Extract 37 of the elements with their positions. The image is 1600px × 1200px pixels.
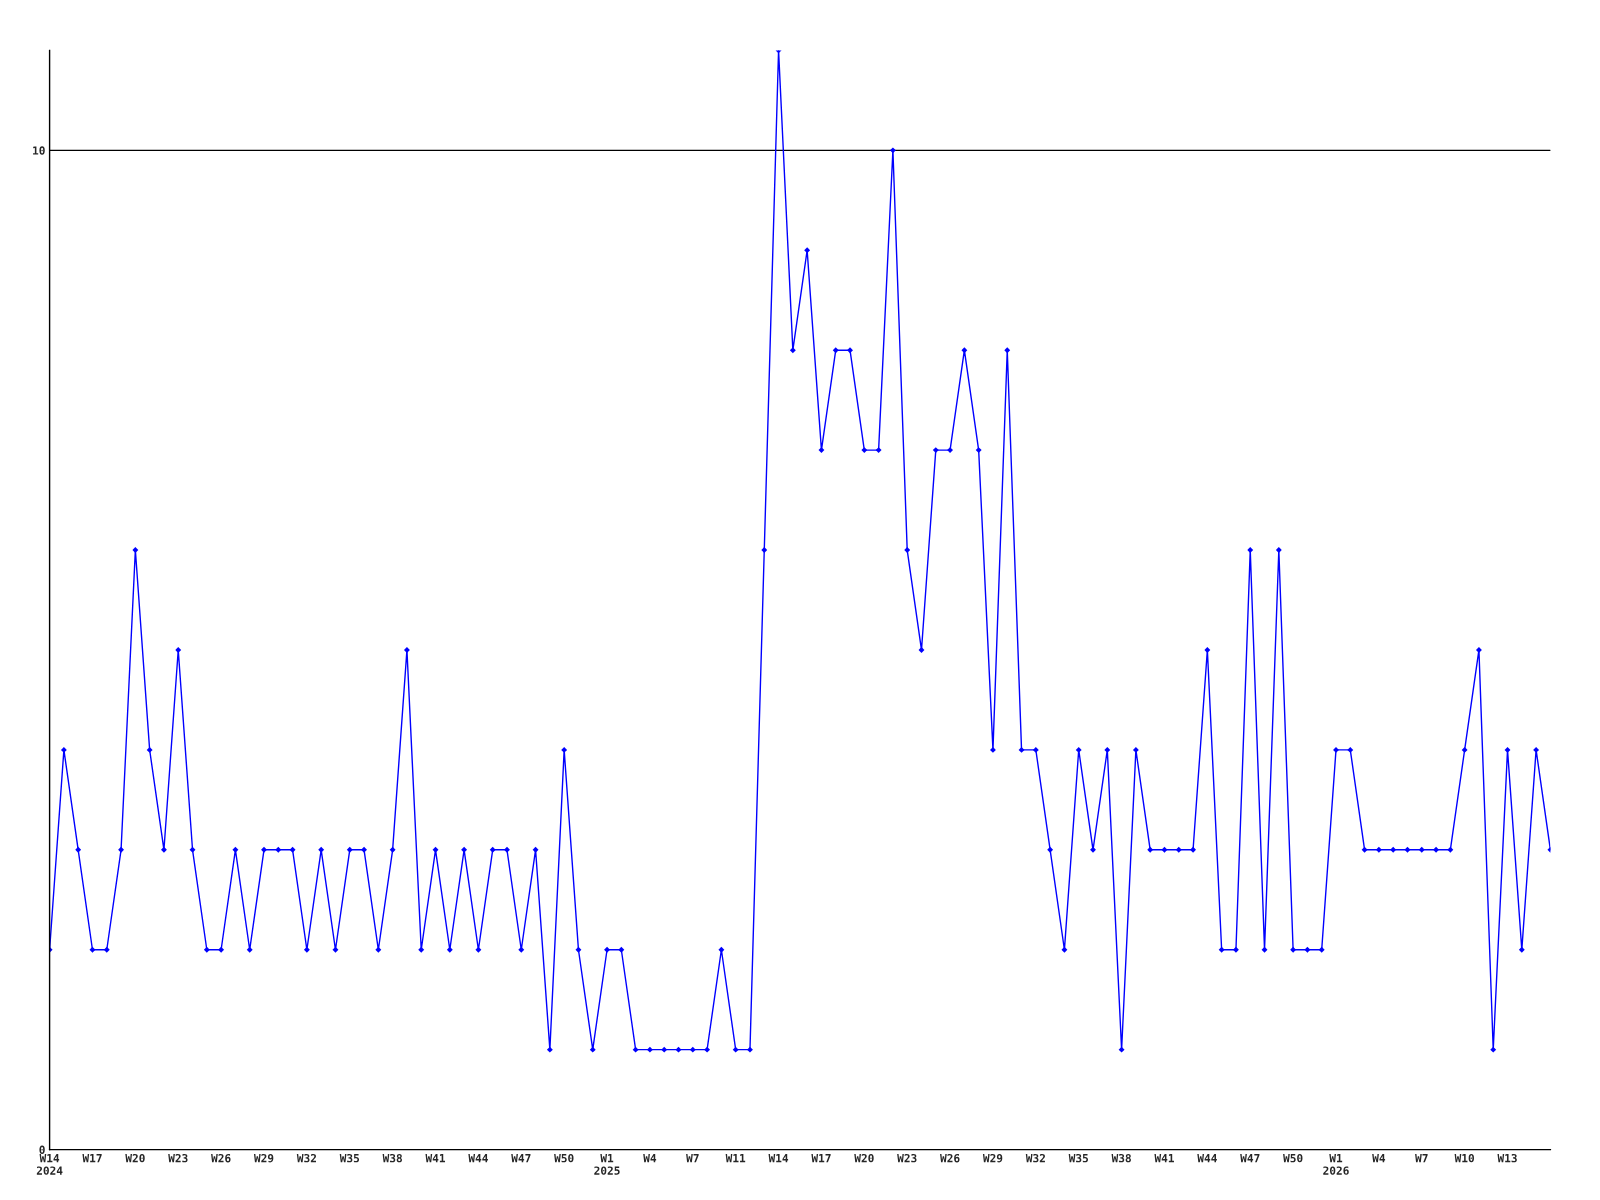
x-tick-label: W17: [82, 1154, 102, 1163]
x-tick-label: W38: [1111, 1153, 1131, 1163]
x-tick-label: W38: [382, 1153, 402, 1163]
y-tick-label: 0: [39, 1145, 45, 1154]
x-tick-label: W35: [339, 1153, 360, 1163]
x-tick-label: W11: [725, 1154, 746, 1163]
x-tick-label: W32: [296, 1153, 316, 1163]
x-tick-label: W1 2025: [594, 1154, 620, 1175]
x-tick-label: W17: [811, 1154, 831, 1163]
x-tick-label: W10: [1454, 1153, 1475, 1163]
x-tick-label: W14 2024: [36, 1154, 63, 1175]
x-tick-label: W29: [253, 1153, 274, 1163]
x-tick-label: W44: [468, 1154, 488, 1163]
x-tick-label: W4: [643, 1154, 657, 1163]
x-tick-label: W41: [1154, 1154, 1174, 1163]
x-tick-label: W47: [511, 1154, 531, 1163]
x-tick-label: W35: [1068, 1153, 1088, 1163]
x-tick-label: W20: [854, 1153, 874, 1163]
x-tick-label: W50: [554, 1153, 574, 1163]
x-tick-label: W41: [425, 1154, 446, 1163]
x-tick-label: W23: [168, 1153, 188, 1163]
x-tick-label: W7: [686, 1154, 699, 1163]
x-tick-label: W4: [1372, 1154, 1386, 1163]
x-tick-label: W7: [1415, 1154, 1428, 1163]
x-tick-label: W47: [1240, 1154, 1260, 1163]
x-tick-label: W23: [897, 1153, 917, 1163]
x-tick-label: W1 2026: [1323, 1154, 1349, 1175]
x-tick-label: W32: [1025, 1153, 1045, 1163]
x-tick-label: W44: [1197, 1154, 1217, 1163]
x-tick-label: W26: [940, 1153, 960, 1163]
x-tick-label: W26: [211, 1153, 231, 1163]
x-tick-label: W20: [125, 1153, 145, 1163]
x-tick-label: W13: [1497, 1153, 1517, 1163]
x-tick-label: W14: [768, 1154, 789, 1163]
x-tick-label: W29: [982, 1153, 1003, 1163]
y-tick-label: 10: [33, 146, 45, 155]
x-tick-label: W50: [1283, 1153, 1303, 1163]
